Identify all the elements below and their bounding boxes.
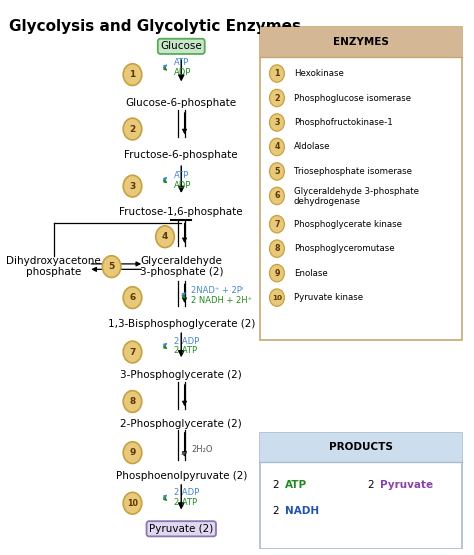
Circle shape <box>270 240 284 258</box>
Circle shape <box>270 264 284 282</box>
Text: Glyceraldehyde 3-phosphate: Glyceraldehyde 3-phosphate <box>294 187 419 196</box>
Text: 4: 4 <box>162 232 168 241</box>
Circle shape <box>270 65 284 82</box>
Text: Pyruvate kinase: Pyruvate kinase <box>294 293 363 302</box>
Circle shape <box>270 138 284 155</box>
Circle shape <box>270 163 284 180</box>
Text: 1: 1 <box>129 70 136 79</box>
FancyBboxPatch shape <box>260 432 462 549</box>
Text: 7: 7 <box>274 220 280 229</box>
Text: dehydrogenase: dehydrogenase <box>294 197 361 206</box>
Text: 8: 8 <box>274 244 280 253</box>
Text: ADP: ADP <box>174 180 191 190</box>
Text: Pyruvate: Pyruvate <box>380 480 433 490</box>
Text: Triosephosphate isomerase: Triosephosphate isomerase <box>294 167 412 176</box>
Text: 4: 4 <box>274 143 280 152</box>
Circle shape <box>123 391 142 412</box>
Text: Hexokinase: Hexokinase <box>294 69 344 78</box>
Text: 5: 5 <box>274 167 280 176</box>
Text: 9: 9 <box>129 448 136 457</box>
Circle shape <box>270 89 284 107</box>
Text: ATP: ATP <box>174 58 190 67</box>
Circle shape <box>270 215 284 233</box>
Text: 8: 8 <box>129 397 136 406</box>
Circle shape <box>155 226 174 248</box>
Text: Phosphoenolpyruvate (2): Phosphoenolpyruvate (2) <box>116 471 247 481</box>
Text: 10: 10 <box>272 295 282 301</box>
Text: ENZYMES: ENZYMES <box>333 37 389 47</box>
Text: Glyceraldehyde
3-phosphate (2): Glyceraldehyde 3-phosphate (2) <box>139 256 223 278</box>
Text: 2: 2 <box>367 480 374 490</box>
Text: 2-Phosphoglycerate (2): 2-Phosphoglycerate (2) <box>120 420 242 430</box>
Circle shape <box>270 114 284 131</box>
Text: 3-Phosphoglycerate (2): 3-Phosphoglycerate (2) <box>120 370 242 380</box>
Text: 10: 10 <box>127 499 138 508</box>
Text: 2 ATP: 2 ATP <box>174 346 197 355</box>
Text: 2: 2 <box>272 506 278 516</box>
Text: 7: 7 <box>129 347 136 356</box>
Circle shape <box>123 492 142 514</box>
Text: 6: 6 <box>274 191 280 200</box>
Text: 2 ATP: 2 ATP <box>174 498 197 507</box>
Text: 1,3-Bisphosphoglycerate (2): 1,3-Bisphosphoglycerate (2) <box>108 319 255 329</box>
Text: ADP: ADP <box>174 68 191 77</box>
Circle shape <box>102 256 121 278</box>
Circle shape <box>123 118 142 140</box>
Text: Pyruvate (2): Pyruvate (2) <box>149 524 213 534</box>
Text: Phosphoglycerate kinase: Phosphoglycerate kinase <box>294 220 401 229</box>
Text: Phosphofructokinase-1: Phosphofructokinase-1 <box>294 118 392 127</box>
Circle shape <box>123 442 142 463</box>
Text: 3: 3 <box>129 181 136 190</box>
Text: 2: 2 <box>272 480 278 490</box>
Text: Fructose-1,6-phosphate: Fructose-1,6-phosphate <box>119 207 243 217</box>
Text: Enolase: Enolase <box>294 269 328 278</box>
Text: Glucose: Glucose <box>160 41 202 52</box>
Text: Phosphoglucose isomerase: Phosphoglucose isomerase <box>294 93 411 103</box>
Text: Aldolase: Aldolase <box>294 143 330 152</box>
Text: 6: 6 <box>129 293 136 302</box>
Text: 2 ADP: 2 ADP <box>174 337 200 346</box>
Text: 2NAD⁺ + 2Pᴵ: 2NAD⁺ + 2Pᴵ <box>191 286 244 295</box>
FancyBboxPatch shape <box>260 432 462 462</box>
Text: 3: 3 <box>274 118 280 127</box>
Text: Fructose-6-phosphate: Fructose-6-phosphate <box>125 150 238 160</box>
Circle shape <box>270 289 284 306</box>
Text: ATP: ATP <box>285 480 307 490</box>
Text: 5: 5 <box>109 262 115 271</box>
Text: 2H₂O: 2H₂O <box>191 446 213 455</box>
Text: Dihydroxyacetone
phosphate: Dihydroxyacetone phosphate <box>6 256 101 278</box>
Text: 2: 2 <box>129 124 136 134</box>
Circle shape <box>123 287 142 309</box>
Circle shape <box>123 175 142 197</box>
Text: 1: 1 <box>274 69 280 78</box>
Circle shape <box>270 187 284 205</box>
Text: 2 ADP: 2 ADP <box>174 488 200 497</box>
Text: Phosphoglyceromutase: Phosphoglyceromutase <box>294 244 394 253</box>
FancyBboxPatch shape <box>260 27 462 57</box>
Text: Glycolysis and Glycolytic Enzymes: Glycolysis and Glycolytic Enzymes <box>9 19 301 34</box>
Text: 2 NADH + 2H⁺: 2 NADH + 2H⁺ <box>191 296 253 305</box>
Text: Glucose-6-phosphate: Glucose-6-phosphate <box>126 98 237 108</box>
Text: NADH: NADH <box>285 506 319 516</box>
FancyBboxPatch shape <box>260 27 462 340</box>
Text: ATP: ATP <box>174 171 190 180</box>
Text: 2: 2 <box>274 93 280 103</box>
Circle shape <box>123 341 142 363</box>
Text: 9: 9 <box>274 269 280 278</box>
Circle shape <box>123 64 142 85</box>
Text: PRODUCTS: PRODUCTS <box>329 442 393 452</box>
